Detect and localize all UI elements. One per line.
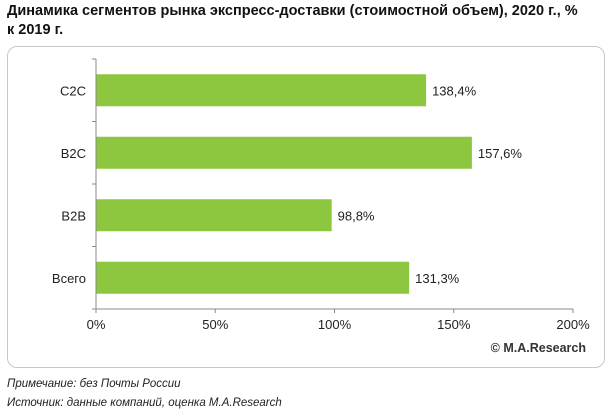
data-label-c2c: 138,4%: [432, 83, 477, 98]
y-tick-label-b2c: B2C: [61, 146, 86, 161]
data-label-всего: 131,3%: [415, 271, 460, 286]
chart-title-line-2: к 2019 г.: [7, 22, 64, 38]
x-tick-label: 50%: [202, 317, 228, 332]
bar-b2b: [96, 199, 332, 232]
y-tick-label-b2b: B2B: [61, 208, 86, 223]
x-tick-label: 150%: [437, 317, 471, 332]
chart-title: Динамика сегментов рынка экспресс-достав…: [7, 2, 607, 40]
x-tick-label: 0%: [87, 317, 106, 332]
y-tick-label-c2c: C2C: [60, 83, 86, 98]
y-tick-label-всего: Всего: [52, 271, 86, 286]
bar-всего: [96, 261, 410, 294]
x-tick-label: 100%: [318, 317, 352, 332]
data-label-b2b: 98,8%: [338, 208, 375, 223]
source-note: Источник: данные компаний, оценка M.A.Re…: [7, 397, 282, 409]
copyright-label: © M.A.Research: [490, 341, 586, 355]
bar-b2c: [96, 136, 472, 169]
footnote: Примечание: без Почты России: [7, 378, 181, 390]
chart-title-line-1: Динамика сегментов рынка экспресс-достав…: [7, 3, 578, 19]
bar-chart: C2C B2C B2B Всего 138,4% 157,6% 98,8% 131,3% 0…: [52, 58, 590, 332]
bar-c2c: [96, 74, 427, 107]
chart-frame: C2C B2C B2B Всего 138,4% 157,6% 98,8% 131,3% 0…: [7, 46, 605, 368]
data-label-b2c: 157,6%: [478, 146, 523, 161]
x-tick-label: 200%: [556, 317, 590, 332]
